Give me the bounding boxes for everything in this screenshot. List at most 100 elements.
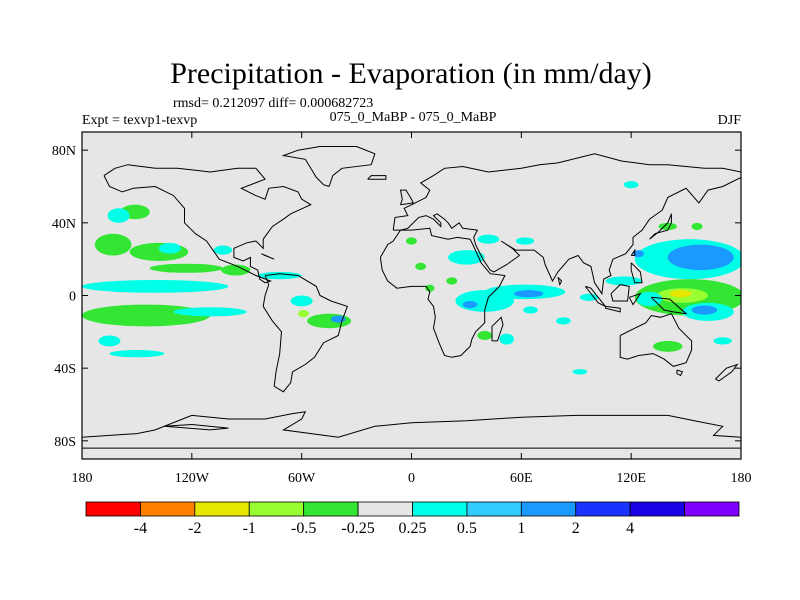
anomaly-patch [406, 237, 417, 245]
colorbar-swatch [140, 501, 196, 517]
anomaly-patch [653, 340, 683, 352]
anomaly-patch [158, 242, 181, 254]
anomaly-patch [213, 245, 233, 255]
anomaly-patch [515, 237, 535, 245]
anomaly-patch [556, 317, 571, 325]
anomaly-patch [499, 333, 515, 345]
colorbar-swatch [684, 501, 740, 517]
colorbar-swatch [357, 501, 413, 517]
colorbar-swatch [85, 501, 141, 517]
anomaly-patch [691, 305, 718, 315]
coastline [379, 227, 506, 358]
colorbar-swatch [520, 501, 577, 517]
center-label: 075_0_MaBP - 075_0_MaBP [330, 110, 497, 125]
y-tick-label: 40S [54, 362, 76, 377]
anomaly-patch [579, 293, 599, 301]
anomaly-patch [523, 306, 538, 314]
anomaly-patch [82, 280, 229, 293]
coastline [491, 316, 504, 342]
anomaly-patch [257, 271, 302, 280]
coastline [650, 296, 688, 315]
colorbar-label: 1 [517, 520, 525, 537]
coastline-layer [82, 146, 741, 459]
anomaly-patch [477, 330, 493, 341]
anomaly-patch [632, 250, 644, 258]
anomaly-patch [658, 222, 677, 231]
coastline [557, 276, 563, 287]
colorbar-label: 0.5 [457, 520, 477, 537]
anomaly-patch [109, 350, 165, 358]
coastline [630, 262, 643, 284]
colorbar-label: 4 [626, 520, 634, 537]
coastline [164, 423, 229, 431]
anomaly-patch [448, 250, 485, 265]
anomaly-patch [605, 276, 643, 286]
colorbar-swatch [248, 501, 305, 517]
anomaly-patch [669, 290, 692, 298]
x-axis: 180 120W 60W 0 60E 120E 180 [72, 132, 752, 486]
anomaly-patch [173, 307, 247, 317]
left-label: Expt = texvp1-texvp [82, 113, 197, 128]
chart-title: Precipitation - Evaporation (in mm/day) [170, 57, 652, 90]
coastline [281, 146, 376, 187]
coastline [261, 253, 275, 260]
anomaly-patch [623, 181, 639, 189]
coastline [610, 284, 630, 302]
y-tick-label: 80S [54, 435, 76, 450]
stats-text: rmsd= 0.212097 diff= 0.000682723 [173, 96, 373, 111]
anomaly-patch [107, 208, 130, 223]
anomaly-patch [691, 222, 703, 231]
anomaly-patch [221, 264, 251, 276]
colorbar-label: -4 [134, 520, 147, 537]
anomaly-patch [98, 335, 121, 347]
anomaly-patch [94, 233, 132, 256]
coastline [676, 369, 684, 377]
anomaly-patch [149, 263, 223, 273]
coastline [392, 153, 741, 296]
colorbar-swatch [194, 501, 250, 517]
anomaly-patch [290, 295, 313, 307]
coastline [82, 411, 741, 459]
colorbar-swatch [629, 501, 685, 517]
x-tick-label: 60W [288, 471, 316, 486]
x-tick-label: 120W [175, 471, 210, 486]
y-axis: 80N 40N 0 40S 80S [52, 144, 741, 450]
coastline [715, 363, 739, 382]
colorbar-swatch [466, 501, 522, 517]
y-tick-label: 40N [52, 217, 76, 232]
colorbar-label: -0.25 [341, 520, 374, 537]
anomaly-patch [667, 244, 734, 271]
anomaly-patch [298, 310, 309, 318]
x-tick-label: 60E [510, 471, 533, 486]
anomaly-patch [636, 291, 663, 307]
right-label: DJF [718, 113, 742, 128]
colorbar-label: -0.5 [291, 520, 316, 537]
y-tick-label: 0 [69, 290, 76, 305]
colorbar-label: -2 [188, 520, 201, 537]
anomaly-patch [477, 234, 500, 244]
colorbar-label: 2 [572, 520, 580, 537]
anomaly-patch [462, 300, 478, 309]
coastline [649, 213, 672, 240]
anomaly-layer [82, 181, 741, 375]
anomaly-patch [425, 284, 435, 292]
colorbar: -4 -2 -1 -0.5 -0.25 0.25 0.5 1 2 4 [85, 501, 740, 537]
anomaly-patch [129, 242, 189, 261]
colorbar-swatch [575, 501, 631, 517]
anomaly-patch [514, 290, 544, 298]
coastline [367, 175, 387, 180]
x-tick-label: 120E [616, 471, 646, 486]
coastline [605, 305, 621, 313]
x-tick-label: 180 [72, 471, 93, 486]
coastline [103, 164, 312, 284]
x-tick-label: 180 [731, 471, 752, 486]
colorbar-swatch [303, 501, 359, 517]
x-tick-label: 0 [408, 471, 415, 486]
coastline [628, 292, 642, 306]
coastline [262, 273, 349, 393]
anomaly-patch [713, 337, 732, 345]
coastline [399, 189, 415, 206]
anomaly-patch [446, 277, 458, 285]
coastline [630, 248, 636, 256]
